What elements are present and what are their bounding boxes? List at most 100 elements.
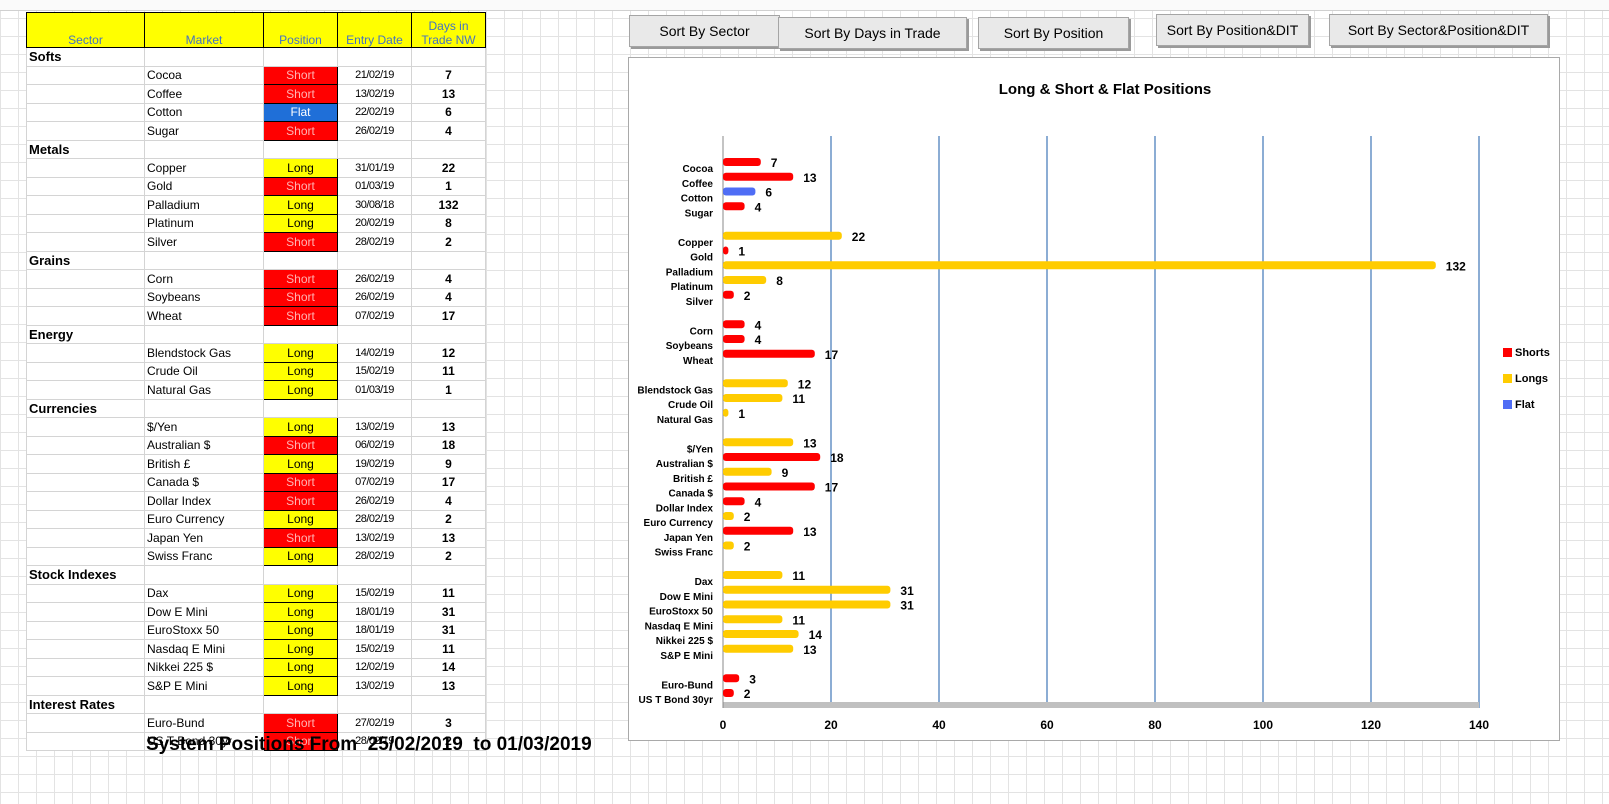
days-cell: 1 — [411, 176, 486, 196]
category-label: Japan Yen — [664, 533, 713, 544]
days-cell: 132 — [411, 195, 486, 215]
market-cell: Nikkei 225 $ — [144, 657, 264, 677]
sector-row: Grains — [26, 250, 486, 270]
bar — [723, 585, 891, 594]
bar — [723, 276, 767, 284]
days-cell: 12 — [411, 343, 486, 363]
sector-label: Stock Indexes — [26, 565, 145, 585]
empty-cell — [411, 139, 486, 159]
sort-by-days-in-trade-button[interactable]: Sort By Days in Trade — [778, 17, 967, 49]
sector-cell — [26, 121, 145, 141]
empty-cell — [337, 694, 412, 714]
market-cell: Swiss Franc — [144, 546, 264, 566]
sort-by-position-button[interactable]: Sort By Position — [978, 17, 1129, 49]
table-header-row: Sector Market Position Entry Date Days i… — [26, 12, 486, 48]
market-cell: Australian $ — [144, 435, 264, 455]
table-row: Soybeans Short 26/02/19 4 — [26, 287, 486, 307]
position-cell: Long — [263, 343, 338, 363]
category-label: Coffee — [682, 179, 714, 190]
bar — [723, 644, 794, 653]
sector-cell — [26, 676, 145, 696]
empty-cell — [337, 565, 412, 585]
days-cell: 13 — [411, 84, 486, 104]
position-cell: Short — [263, 713, 338, 733]
market-cell: Coffee — [144, 84, 264, 104]
entry-date-cell: 20/02/19 — [337, 213, 412, 233]
x-tick-label: 80 — [1148, 718, 1162, 732]
bar-value-label: 11 — [792, 613, 805, 627]
bar-value-label: 14 — [809, 628, 823, 642]
bar-value-label: 4 — [755, 200, 762, 214]
position-cell: Long — [263, 602, 338, 622]
table-row: Canada $ Short 07/02/19 17 — [26, 472, 486, 492]
sector-cell — [26, 213, 145, 233]
sector-label: Interest Rates — [26, 694, 145, 714]
sector-cell — [26, 417, 145, 437]
entry-date-cell: 07/02/19 — [337, 306, 412, 326]
sector-row: Currencies — [26, 398, 486, 418]
bar — [723, 349, 815, 358]
x-tick-label: 100 — [1253, 718, 1273, 732]
days-cell: 3 — [411, 713, 486, 733]
table-row: Euro Currency Long 28/02/19 2 — [26, 509, 486, 529]
table-row: Natural Gas Long 01/03/19 1 — [26, 380, 486, 400]
empty-cell — [263, 139, 338, 159]
market-cell: US T Bond 30yr — [144, 731, 264, 751]
bar-value-label: 31 — [900, 584, 914, 598]
x-tick-label: 140 — [1469, 718, 1489, 732]
positions-chart[interactable]: Long & Short & Flat Positions 0 20 40 60 80 1… — [628, 57, 1560, 741]
entry-date-cell: 13/02/19 — [337, 417, 412, 437]
entry-date-cell: 15/02/19 — [337, 639, 412, 659]
category-label: Dow E Mini — [660, 592, 714, 603]
legend-label: Longs — [1515, 373, 1548, 385]
market-cell: Soybeans — [144, 287, 264, 307]
bar — [723, 571, 783, 579]
bar — [723, 246, 729, 255]
sector-cell — [26, 731, 145, 751]
bar-value-label: 13 — [803, 436, 817, 450]
days-cell: 4 — [411, 491, 486, 511]
category-label: Nasdaq E Mini — [645, 621, 714, 632]
sort-by-sector-position-dit-button[interactable]: Sort By Sector&Position&DIT — [1329, 14, 1548, 46]
sector-cell — [26, 306, 145, 326]
category-label: Gold — [690, 253, 713, 264]
table-row: Wheat Short 07/02/19 17 — [26, 306, 486, 326]
sector-label: Currencies — [26, 398, 145, 418]
table-row: Palladium Long 30/08/18 132 — [26, 195, 486, 215]
category-label: Wheat — [683, 356, 714, 367]
empty-cell — [144, 694, 264, 714]
category-label: Nikkei 225 $ — [656, 636, 714, 647]
sector-row: Stock Indexes — [26, 565, 486, 585]
days-cell: 13 — [411, 676, 486, 696]
bar-value-label: 8 — [776, 274, 783, 288]
table-row: Euro-Bund Short 27/02/19 3 — [26, 713, 486, 733]
category-label: Copper — [678, 238, 713, 249]
sector-cell — [26, 657, 145, 677]
position-cell: Long — [263, 361, 338, 381]
bar-value-label: 11 — [792, 569, 805, 583]
sector-label: Softs — [26, 47, 145, 67]
bar — [723, 394, 783, 402]
sector-cell — [26, 232, 145, 252]
empty-cell — [263, 250, 338, 270]
bar-value-label: 4 — [755, 495, 762, 509]
market-cell: Crude Oil — [144, 361, 264, 381]
empty-cell — [144, 565, 264, 585]
entry-date-cell: 06/02/19 — [337, 435, 412, 455]
bar — [723, 320, 745, 329]
category-label: Canada $ — [669, 489, 714, 500]
sector-cell — [26, 287, 145, 307]
bar-value-label: 17 — [825, 348, 839, 362]
days-cell: 18 — [411, 435, 486, 455]
sort-by-position-dit-button[interactable]: Sort By Position&DIT — [1156, 14, 1309, 46]
table-row: S&P E Mini Long 13/02/19 13 — [26, 676, 486, 696]
sort-by-sector-button[interactable]: Sort By Sector — [629, 15, 780, 47]
empty-cell — [411, 694, 486, 714]
entry-date-cell: 19/02/19 — [337, 454, 412, 474]
bar-value-label: 1 — [738, 245, 745, 259]
days-cell: 31 — [411, 602, 486, 622]
bar-value-label: 3 — [749, 672, 756, 686]
empty-cell — [144, 398, 264, 418]
days-cell: 2 — [411, 509, 486, 529]
category-label: Silver — [686, 297, 713, 308]
